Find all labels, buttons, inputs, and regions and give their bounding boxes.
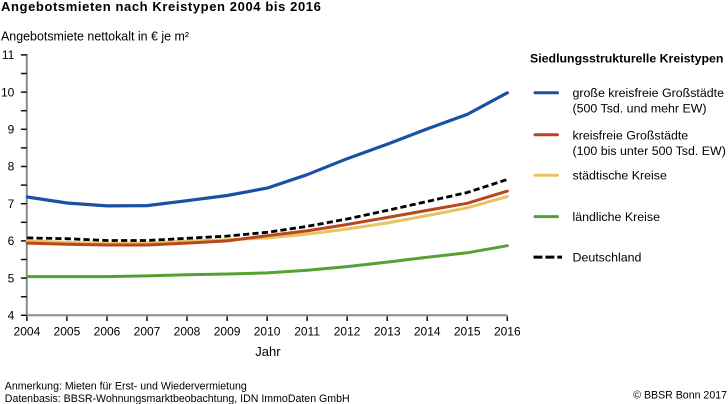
svg-text:6: 6 [8,234,15,248]
svg-text:städtische Kreise: städtische Kreise [573,169,667,183]
svg-text:Angebotsmieten nach Kreistypen: Angebotsmieten nach Kreistypen 2004 bis … [1,0,321,14]
svg-text:2015: 2015 [454,324,481,338]
svg-text:2014: 2014 [414,324,441,338]
svg-text:Angebotsmiete nettokalt in € j: Angebotsmiete nettokalt in € je m² [1,29,189,43]
svg-text:Anmerkung: Mieten für Erst- un: Anmerkung: Mieten für Erst- und Wiederve… [5,381,247,393]
svg-text:ländliche Kreise: ländliche Kreise [573,210,661,224]
svg-text:2006: 2006 [94,324,121,338]
svg-text:2009: 2009 [214,324,241,338]
svg-text:© BBSR Bonn 2017: © BBSR Bonn 2017 [633,390,727,402]
svg-text:2005: 2005 [54,324,81,338]
svg-text:2008: 2008 [174,324,201,338]
svg-text:große kreisfreie Großstädte: große kreisfreie Großstädte [573,86,725,100]
svg-text:8: 8 [8,160,15,174]
svg-text:(100 bis unter 500 Tsd. EW): (100 bis unter 500 Tsd. EW) [573,144,726,158]
svg-text:5: 5 [8,271,15,285]
svg-text:Siedlungsstrukturelle Kreistyp: Siedlungsstrukturelle Kreistypen [530,52,723,66]
svg-text:11: 11 [2,48,15,62]
svg-text:2007: 2007 [134,324,161,338]
svg-text:4: 4 [8,309,15,323]
svg-text:2012: 2012 [334,324,361,338]
svg-text:Datenbasis: BBSR-Wohnungsmarkt: Datenbasis: BBSR-Wohnungsmarktbeobachtun… [5,393,350,404]
svg-text:(500 Tsd. und mehr EW): (500 Tsd. und mehr EW) [573,102,707,116]
svg-text:Deutschland: Deutschland [573,250,642,264]
svg-text:kreisfreie Großstädte: kreisfreie Großstädte [573,128,689,142]
svg-text:2010: 2010 [254,324,281,338]
svg-text:2016: 2016 [494,324,521,338]
svg-text:Jahr: Jahr [255,344,281,359]
svg-text:2011: 2011 [294,324,320,338]
svg-text:7: 7 [8,197,15,211]
svg-text:9: 9 [8,123,15,137]
svg-text:2013: 2013 [374,324,401,338]
svg-text:10: 10 [1,85,15,99]
svg-text:2004: 2004 [14,324,41,338]
